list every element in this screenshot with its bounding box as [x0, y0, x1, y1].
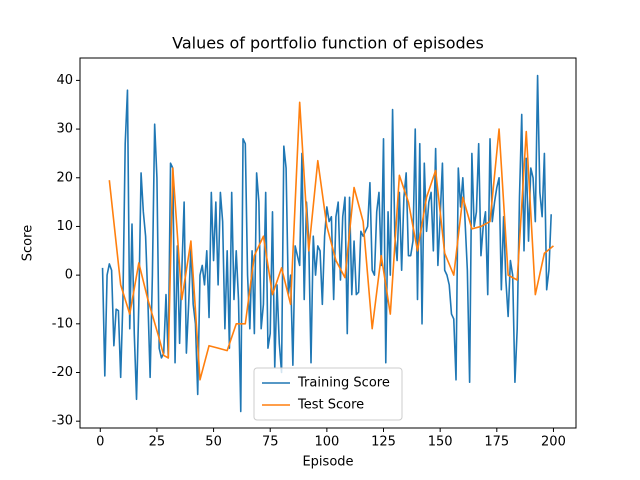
y-axis-label: Score: [21, 225, 36, 261]
series-line: [101, 74, 552, 413]
y-tick-label: -10: [52, 316, 73, 331]
x-tick-label: 200: [541, 435, 566, 450]
y-tick-label: 30: [56, 122, 73, 137]
series-line: [108, 101, 554, 381]
x-tick-label: 100: [314, 435, 339, 450]
x-axis-label: Episode: [302, 455, 353, 470]
x-tick-label: 25: [149, 435, 166, 450]
x-tick-label: 75: [262, 435, 279, 450]
x-tick-label: 125: [371, 435, 396, 450]
y-tick-label: -20: [52, 365, 73, 380]
y-tick-label: 0: [65, 268, 73, 283]
y-tick-label: 20: [56, 170, 73, 185]
x-tick-label: 50: [205, 435, 222, 450]
chart-title: Values of portfolio function of episodes: [172, 34, 484, 53]
x-tick-label: 150: [428, 435, 453, 450]
legend-box: [253, 367, 403, 421]
legend-label: Training Score: [297, 376, 390, 391]
legend-label: Test Score: [297, 398, 364, 413]
y-tick-label: 40: [56, 73, 73, 88]
plot-frame: [79, 57, 577, 429]
x-tick-label: 175: [484, 435, 509, 450]
y-tick-label: 10: [56, 219, 73, 234]
x-tick-label: 0: [96, 435, 104, 450]
y-tick-label: -30: [52, 414, 73, 429]
